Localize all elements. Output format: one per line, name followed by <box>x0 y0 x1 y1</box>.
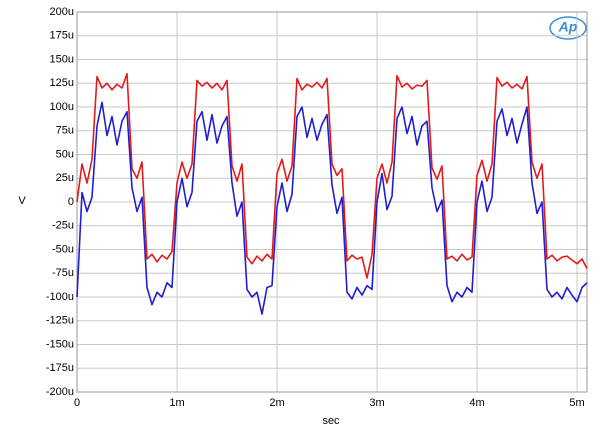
y-tick-label: 25u <box>56 172 74 184</box>
y-tick-label: 100u <box>50 101 74 113</box>
y-tick-label: -25u <box>52 220 74 232</box>
x-tick-label: 5m <box>569 397 584 409</box>
y-tick-label: -150u <box>46 338 74 350</box>
x-tick-label: 1m <box>169 397 184 409</box>
series-line <box>76 72 588 279</box>
x-tick-label: 0 <box>74 397 80 409</box>
y-tick-label: -175u <box>46 362 74 374</box>
y-tick-label: 125u <box>50 77 74 89</box>
series-line <box>76 101 588 315</box>
y-tick-label: 175u <box>50 30 74 42</box>
y-tick-label: 150u <box>50 53 74 65</box>
y-tick-label: -50u <box>52 243 74 255</box>
y-tick-label: 0 <box>68 196 74 208</box>
x-tick-label: 3m <box>369 397 384 409</box>
logo-text: Ap <box>558 19 578 35</box>
y-axis-label: V <box>18 195 26 207</box>
y-tick-label: 200u <box>50 6 74 18</box>
x-tick-label: 2m <box>269 397 284 409</box>
y-tick-label: -200u <box>46 386 74 398</box>
y-tick-label: -75u <box>52 267 74 279</box>
logo: Ap <box>549 16 587 40</box>
x-tick-label: 4m <box>469 397 484 409</box>
y-tick-label: 50u <box>56 148 74 160</box>
y-tick-label: 75u <box>56 125 74 137</box>
y-tick-label: -125u <box>46 315 74 327</box>
logo-ring <box>549 16 587 40</box>
x-axis-label: sec <box>322 415 340 427</box>
y-tick-label: -100u <box>46 291 74 303</box>
